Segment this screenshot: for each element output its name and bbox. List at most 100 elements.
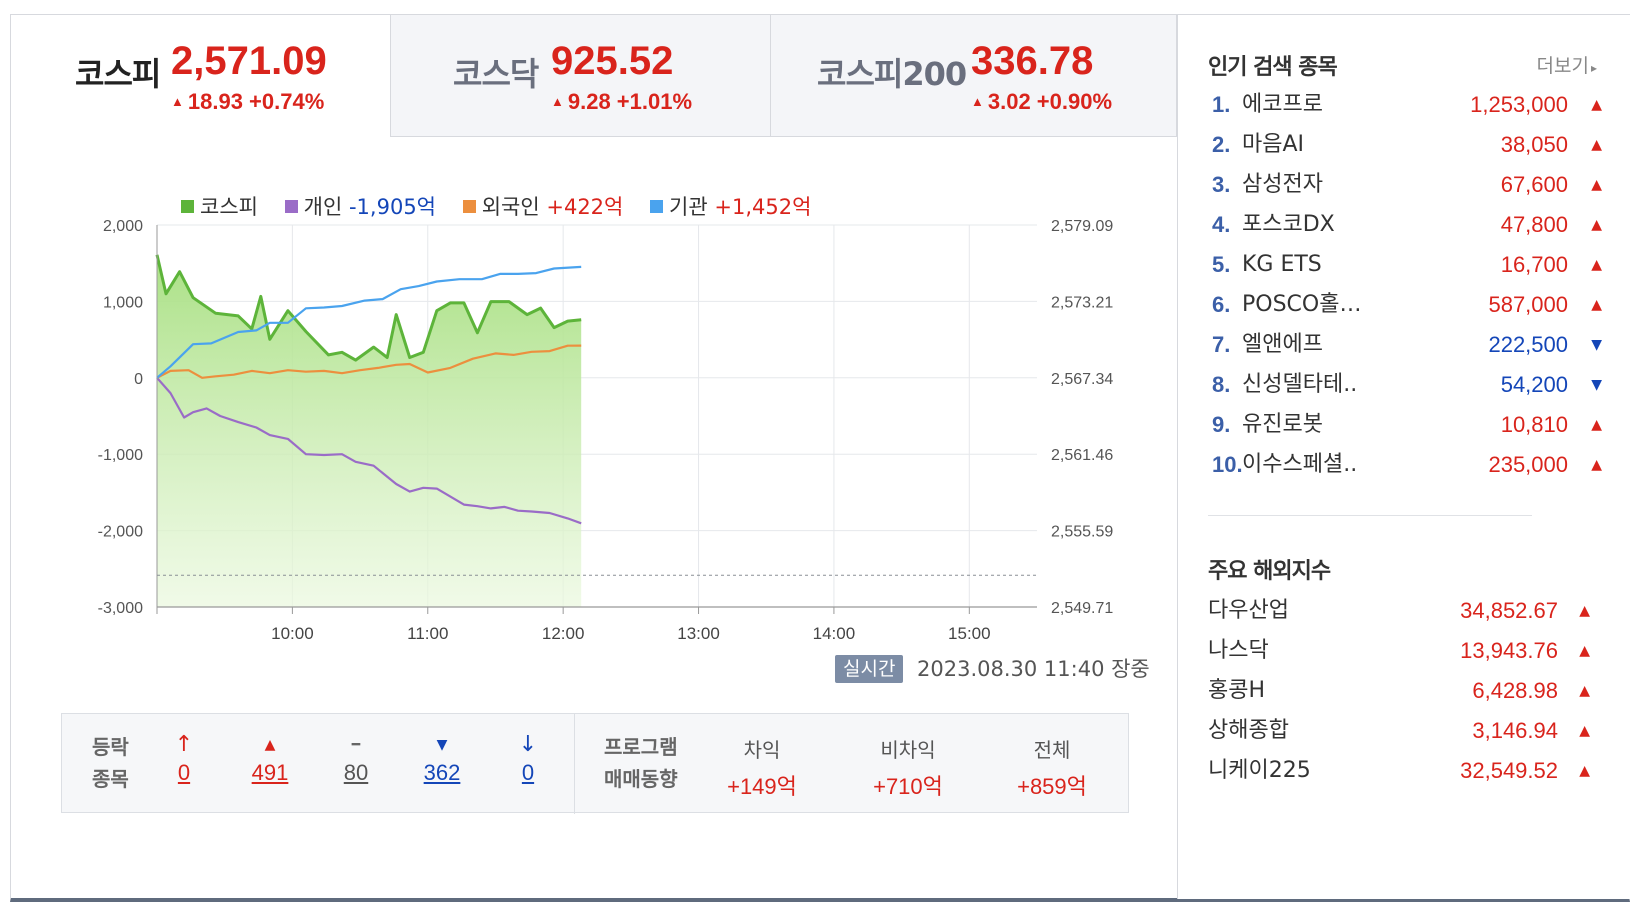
- rank-number: 10.: [1212, 452, 1243, 477]
- index-value: 32,549.52: [1460, 758, 1558, 783]
- up-triangle-icon: ▲: [1591, 137, 1602, 153]
- side-panel: 인기 검색 종목 더보기 ▸ 1. 에코프로 1,253,000 ▲ 2. 마음AI 38,0…: [1177, 15, 1631, 899]
- program-label: 프로그램: [604, 735, 678, 759]
- popular-item[interactable]: 9. 유진로봇 10,810 ▲: [1212, 405, 1602, 445]
- realtime-badge[interactable]: 실시간: [835, 655, 904, 683]
- breadth-count[interactable]: 362: [423, 760, 461, 785]
- tab-kospi200[interactable]: 코스피200 336.78 ▲ 3.02 +0.90%: [771, 15, 1177, 137]
- index-value: 6,428.98: [1472, 678, 1558, 703]
- index-name: 상해종합: [1208, 718, 1289, 743]
- up-triangle-icon: ▲: [1591, 97, 1602, 113]
- arrow-down-icon: ↓: [518, 732, 538, 757]
- stock-name: 삼성전자: [1242, 172, 1323, 197]
- world-index-item[interactable]: 홍콩H 6,428.98 ▲: [1208, 671, 1590, 711]
- program-arbitrage: 차익 +149억: [702, 734, 822, 801]
- popular-item[interactable]: 6. POSCO홀… 587,000 ▲: [1212, 285, 1602, 325]
- index-name: 니케이225: [1208, 758, 1311, 783]
- breadth-count[interactable]: 0: [177, 760, 191, 785]
- right-axis-tick-label: 2,579.09: [1051, 218, 1113, 235]
- individual-line: [156, 377, 582, 525]
- stock-name: KG ETS: [1242, 252, 1322, 277]
- index-value: 34,852.67: [1460, 598, 1558, 623]
- up-triangle-icon: ▲: [1579, 683, 1590, 699]
- stock-name: 이수스페셜..: [1242, 452, 1358, 477]
- dash-icon: ━: [351, 737, 361, 753]
- x-axis-tick-label: 10:00: [271, 624, 314, 643]
- world-index-item[interactable]: 다우산업 34,852.67 ▲: [1208, 591, 1590, 631]
- legend-kospi: 코스피: [181, 191, 258, 221]
- program-item-label: 비차익: [880, 738, 936, 762]
- up-triangle-icon: ▲: [1591, 297, 1602, 313]
- breadth-count[interactable]: 0: [521, 760, 535, 785]
- up-triangle-icon: ▲: [1579, 603, 1590, 619]
- left-axis-tick-label: -3,000: [98, 600, 143, 617]
- breadth-upper-limit: ↑ 0: [154, 730, 214, 786]
- legend-institution: 기관 +1,452억: [650, 191, 811, 221]
- stock-name: 엘앤에프: [1242, 332, 1323, 357]
- stock-price: 67,600: [1500, 172, 1568, 197]
- stock-name: POSCO홀…: [1242, 292, 1362, 317]
- more-link[interactable]: 더보기 ▸: [1536, 55, 1597, 77]
- rank-number: 6.: [1212, 292, 1231, 317]
- rank-number: 1.: [1212, 92, 1231, 117]
- timestamp: 2023.08.30 11:40 장중: [917, 657, 1150, 681]
- tab-kosdaq[interactable]: 코스닥 925.52 ▲ 9.28 +1.01%: [391, 15, 771, 137]
- breadth-count[interactable]: 491: [251, 760, 289, 785]
- stock-price: 54,200: [1500, 372, 1568, 397]
- popular-item[interactable]: 7. 엘앤에프 222,500 ▼: [1212, 325, 1602, 365]
- rank-number: 3.: [1212, 172, 1231, 197]
- right-axis-tick-label: 2,567.34: [1051, 371, 1113, 388]
- breadth-lower-limit: ↓ 0: [498, 730, 558, 786]
- world-index-item[interactable]: 상해종합 3,146.94 ▲: [1208, 711, 1590, 751]
- tab-change: ▲ 18.93 +0.74%: [171, 89, 325, 114]
- legend-foreign: 외국인 +422억: [462, 191, 623, 221]
- tab-value: 2,571.09: [171, 39, 327, 83]
- x-axis-tick-label: 12:00: [542, 624, 585, 643]
- left-axis-tick-label: 1,000: [103, 294, 143, 311]
- kospi-line: [155, 254, 582, 362]
- up-triangle-icon: ▲: [1591, 457, 1602, 473]
- breadth-unchanged: ━ 80: [326, 730, 386, 786]
- popular-item[interactable]: 5. KG ETS 16,700 ▲: [1212, 245, 1602, 285]
- program-item-label: 차익: [743, 738, 781, 762]
- breadth-count[interactable]: 80: [343, 760, 369, 785]
- program-non-arbitrage: 비차익 +710억: [848, 734, 968, 801]
- intraday-chart: 2,000 2,579.09 1,000 2,573.21 0 2,567.34 -1,00…: [98, 218, 1114, 643]
- index-name: 다우산업: [1208, 598, 1289, 623]
- index-value: 3,146.94: [1472, 718, 1558, 743]
- stock-price: 16,700: [1500, 252, 1568, 277]
- up-triangle-icon: ▲: [264, 737, 276, 753]
- tab-value: 925.52: [551, 39, 674, 83]
- popular-item[interactable]: 1. 에코프로 1,253,000 ▲: [1212, 85, 1602, 125]
- up-triangle-icon: ▲: [1591, 417, 1602, 433]
- left-axis-tick-label: -1,000: [98, 447, 143, 464]
- popular-item[interactable]: 2. 마음AI 38,050 ▲: [1212, 125, 1602, 165]
- stock-price: 235,000: [1488, 452, 1568, 477]
- x-axis-tick-label: 11:00: [407, 624, 448, 643]
- stock-price: 47,800: [1500, 212, 1568, 237]
- market-breadth: 등락 종목 ↑ 0 ▲ 491 ━ 80 ▼ 362 ↓ 0 프로그램 매매동향…: [61, 713, 1129, 814]
- institution-line: [156, 265, 582, 379]
- rank-number: 5.: [1212, 252, 1231, 277]
- popular-item[interactable]: 8. 신성델타테.. 54,200 ▼: [1212, 365, 1602, 405]
- tab-kospi[interactable]: 코스피 2,571.09 ▲ 18.93 +0.74%: [11, 15, 391, 137]
- foreign-line: [156, 344, 582, 379]
- down-triangle-icon: ▼: [1591, 337, 1602, 353]
- x-axis-tick-label: 15:00: [948, 624, 991, 643]
- breadth-fall: ▼ 362: [412, 730, 472, 786]
- index-tabs: 코스피 2,571.09 ▲ 18.93 +0.74% 코스닥 925.52 ▲ 9…: [11, 15, 1233, 137]
- index-value: 13,943.76: [1460, 638, 1558, 663]
- world-index-item[interactable]: 나스닥 13,943.76 ▲: [1208, 631, 1590, 671]
- popular-item[interactable]: 4. 포스코DX 47,800 ▲: [1212, 205, 1602, 245]
- popular-item[interactable]: 3. 삼성전자 67,600 ▲: [1212, 165, 1602, 205]
- x-axis-tick-label: 13:00: [677, 624, 720, 643]
- stock-price: 1,253,000: [1470, 92, 1568, 117]
- popular-item[interactable]: 10. 이수스페셜.. 235,000 ▲: [1212, 445, 1602, 485]
- tab-change: ▲ 9.28 +1.01%: [551, 89, 693, 114]
- up-triangle-icon: ▲: [1579, 643, 1590, 659]
- chevron-right-icon: ▸: [1590, 61, 1597, 75]
- breadth-rise: ▲ 491: [240, 730, 300, 786]
- up-triangle-icon: ▲: [1591, 217, 1602, 233]
- legend-swatch: [650, 200, 664, 213]
- world-index-item[interactable]: 니케이225 32,549.52 ▲: [1208, 751, 1590, 791]
